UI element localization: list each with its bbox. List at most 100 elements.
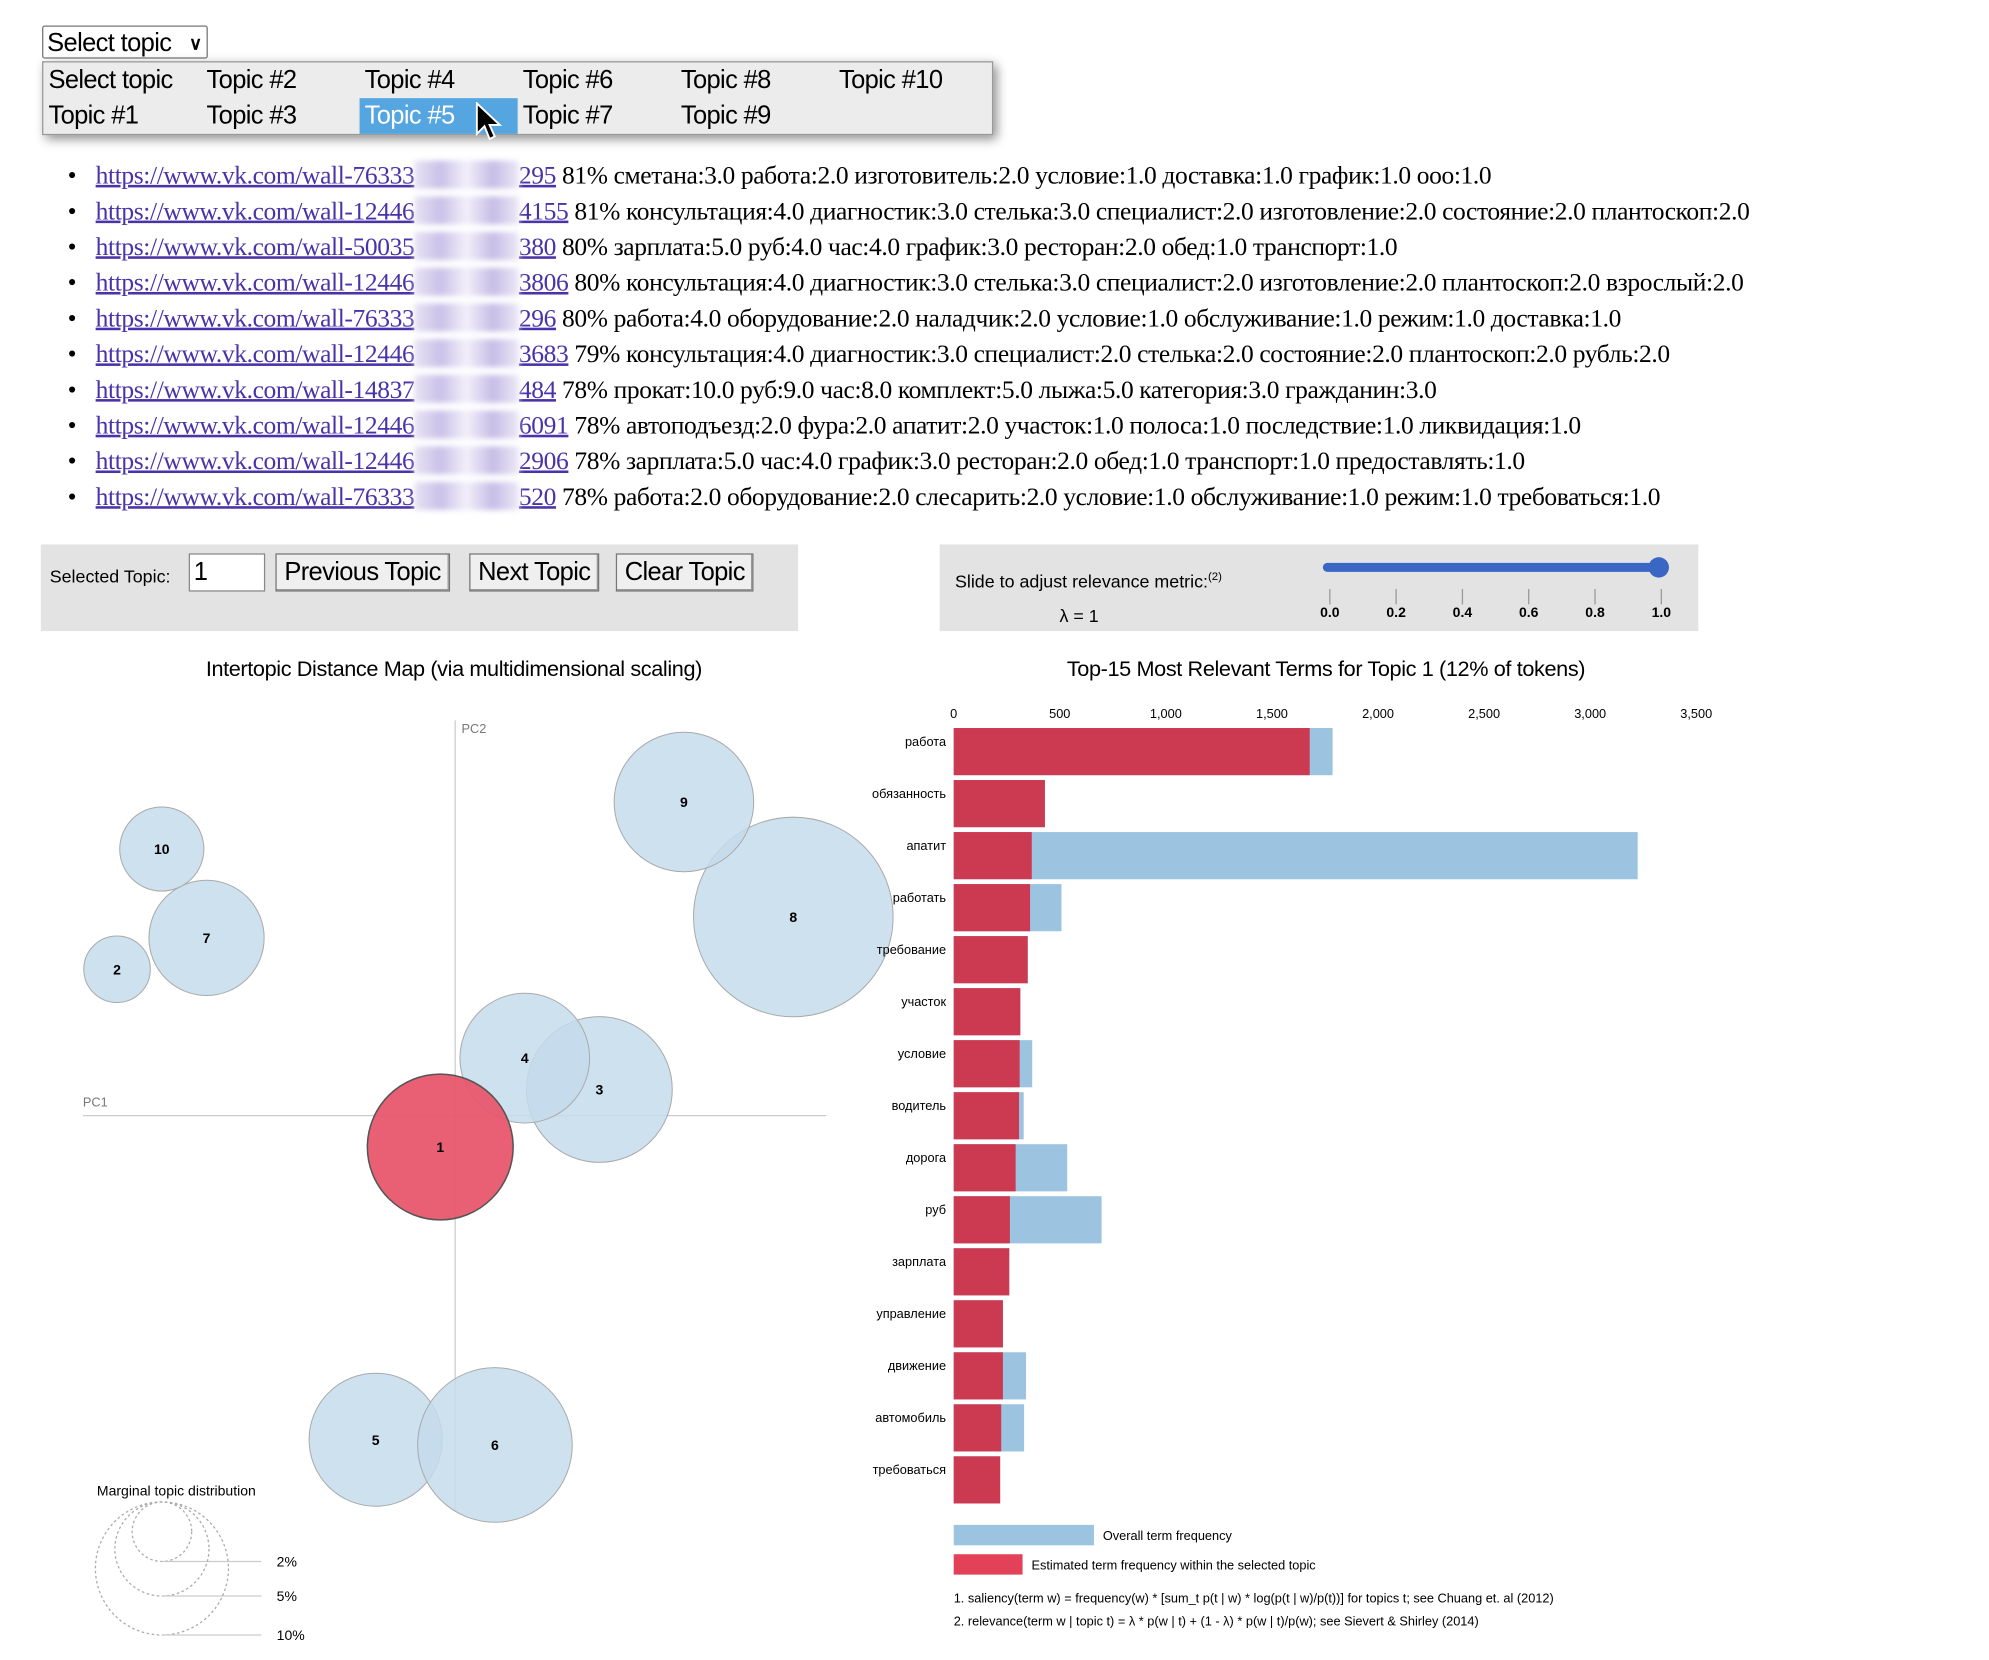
topic-frequency-bar	[953, 780, 1045, 828]
link-suffix: 296	[518, 304, 557, 333]
document-terms: сметана:3.0 работа:2.0 изготовитель:2.0 …	[613, 161, 1492, 190]
document-link[interactable]: https://www.vk.com/wall-76333 296	[95, 303, 557, 333]
slider-tick-label: 0.8	[1585, 604, 1605, 620]
next-topic-button[interactable]: Next Topic	[469, 553, 600, 592]
document-row: • https://www.vk.com/wall-76333 520 78% ра…	[68, 479, 1750, 515]
slider-tick-label: 0.4	[1453, 604, 1473, 620]
redacted-id	[414, 446, 519, 475]
link-suffix: 520	[518, 483, 557, 512]
term-label: участок	[901, 994, 946, 1009]
topic-option[interactable]: Topic #4	[364, 66, 456, 95]
topic-bubble-label: 2	[113, 961, 121, 977]
document-row: • https://www.vk.com/wall-76333 296 80% ра…	[68, 301, 1750, 337]
footnote-saliency: 1. saliency(term w) = frequency(w) * [su…	[954, 1591, 1554, 1606]
x-tick-label: 2,500	[1468, 706, 1500, 721]
document-terms: консультация:4.0 диагностик:3.0 стелька:…	[625, 269, 1744, 298]
relevance-slider[interactable]: 0.0 0.2 0.4 0.6 0.8 1.0	[1313, 551, 1683, 628]
topic-select[interactable]: Select topic ∨	[42, 25, 208, 59]
document-percent: 80%	[574, 269, 620, 298]
topic-option[interactable]: Topic #1	[48, 102, 139, 131]
term-label: требоваться	[873, 1462, 947, 1477]
redacted-id	[414, 339, 519, 368]
document-link[interactable]: https://www.vk.com/wall-12446 4155	[96, 196, 569, 226]
intertopic-map-title: Intertopic Distance Map (via multidimens…	[205, 656, 703, 681]
topic-option[interactable]: Topic #10	[838, 66, 943, 95]
topic-option[interactable]: Topic #2	[206, 66, 298, 95]
bullet: •	[67, 161, 77, 190]
topic-frequency-bar	[953, 1300, 1003, 1348]
topic-bubble-label: 3	[595, 1082, 603, 1098]
document-link[interactable]: https://www.vk.com/wall-50035 380	[96, 232, 556, 261]
link-prefix: https://www.vk.com/wall-12446	[95, 269, 415, 298]
topic-frequency-bar	[953, 728, 1310, 776]
document-row: • https://www.vk.com/wall-12446 2906 78% з…	[68, 444, 1750, 480]
term-label: зарплата	[892, 1254, 947, 1269]
document-percent: 78%	[562, 483, 608, 512]
document-terms: работа:2.0 оборудование:2.0 слесарить:2.…	[613, 483, 1661, 512]
x-tick-label: 0	[950, 706, 957, 721]
topic-bubble	[417, 1367, 573, 1523]
document-percent: 81%	[574, 197, 620, 226]
document-row: • https://www.vk.com/wall-12446 4155 81% к…	[68, 194, 1750, 230]
selected-topic-input[interactable]: 1	[188, 553, 266, 592]
redacted-id	[414, 160, 519, 189]
topic-option[interactable]: Topic #7	[522, 102, 614, 131]
topic-bubble	[459, 992, 591, 1124]
link-prefix: https://www.vk.com/wall-12446	[95, 340, 415, 369]
document-row: • https://www.vk.com/wall-12446 3683 79% к…	[68, 337, 1750, 373]
link-suffix: 4155	[518, 197, 569, 226]
document-link[interactable]: https://www.vk.com/wall-14837 484	[96, 374, 557, 405]
document-link[interactable]: https://www.vk.com/wall-12446 2906	[96, 446, 569, 476]
topic-option[interactable]: Topic #3	[206, 102, 298, 131]
redacted-id	[414, 410, 519, 439]
topic-bubble-label: 6	[491, 1437, 499, 1453]
pc2-label: PC2	[462, 721, 487, 736]
chevron-down-icon: ∨	[189, 33, 202, 54]
link-suffix: 3683	[518, 340, 569, 369]
clear-topic-button[interactable]: Clear Topic	[615, 553, 754, 592]
lambda-value: λ = 1	[1059, 605, 1099, 627]
document-link[interactable]: https://www.vk.com/wall-12446 6091	[96, 410, 569, 440]
document-terms: консультация:4.0 диагностик:3.0 специали…	[625, 340, 1670, 369]
topic-option[interactable]: Topic #9	[680, 102, 772, 131]
topic-bubble-label: 4	[521, 1050, 529, 1066]
link-prefix: https://www.vk.com/wall-76333	[95, 483, 415, 512]
document-link[interactable]: https://www.vk.com/wall-76333 520	[95, 481, 557, 512]
redacted-id	[414, 267, 519, 296]
term-label: водитель	[892, 1098, 947, 1113]
relevance-panel	[939, 544, 1699, 632]
topic-frequency-bar	[953, 1196, 1010, 1244]
document-link[interactable]: https://www.vk.com/wall-76333 295	[96, 160, 556, 190]
topic-option[interactable]: Select topic	[48, 66, 173, 95]
link-suffix: 2906	[518, 447, 569, 476]
marginal-legend-circle	[94, 1501, 230, 1636]
document-link[interactable]: https://www.vk.com/wall-12446 3683	[95, 339, 569, 369]
topic-bubble	[613, 731, 755, 873]
topic-option[interactable]: Topic #8	[680, 66, 772, 95]
slider-tick-label: 0.6	[1519, 604, 1539, 620]
document-row: • https://www.vk.com/wall-14837 484 78% пр…	[68, 372, 1750, 408]
term-label: апатит	[906, 838, 946, 853]
link-prefix: https://www.vk.com/wall-76333	[95, 304, 415, 333]
bullet: •	[67, 233, 77, 262]
legend-overall-swatch	[953, 1524, 1094, 1546]
mouse-cursor-icon	[475, 102, 503, 141]
bullet: •	[67, 269, 77, 298]
x-tick-label: 3,500	[1680, 706, 1712, 721]
term-label: руб	[925, 1202, 946, 1217]
link-suffix: 484	[518, 376, 557, 405]
bullet: •	[67, 411, 77, 440]
bullet: •	[67, 376, 77, 405]
document-terms: зарплата:5.0 час:4.0 график:3.0 ресторан…	[625, 447, 1525, 476]
document-link[interactable]: https://www.vk.com/wall-12446 3806	[95, 267, 569, 298]
link-suffix: 3806	[518, 269, 569, 298]
topic-bubble	[83, 935, 151, 1004]
redacted-id	[414, 374, 519, 403]
topic-option[interactable]: Topic #6	[522, 66, 614, 95]
slider-tick-label: 0.0	[1320, 604, 1340, 620]
previous-topic-button[interactable]: Previous Topic	[275, 553, 450, 592]
term-label: условие	[898, 1046, 946, 1061]
document-terms: зарплата:5.0 руб:4.0 час:4.0 график:3.0 …	[613, 233, 1398, 262]
topic-frequency-bar	[953, 1040, 1020, 1088]
